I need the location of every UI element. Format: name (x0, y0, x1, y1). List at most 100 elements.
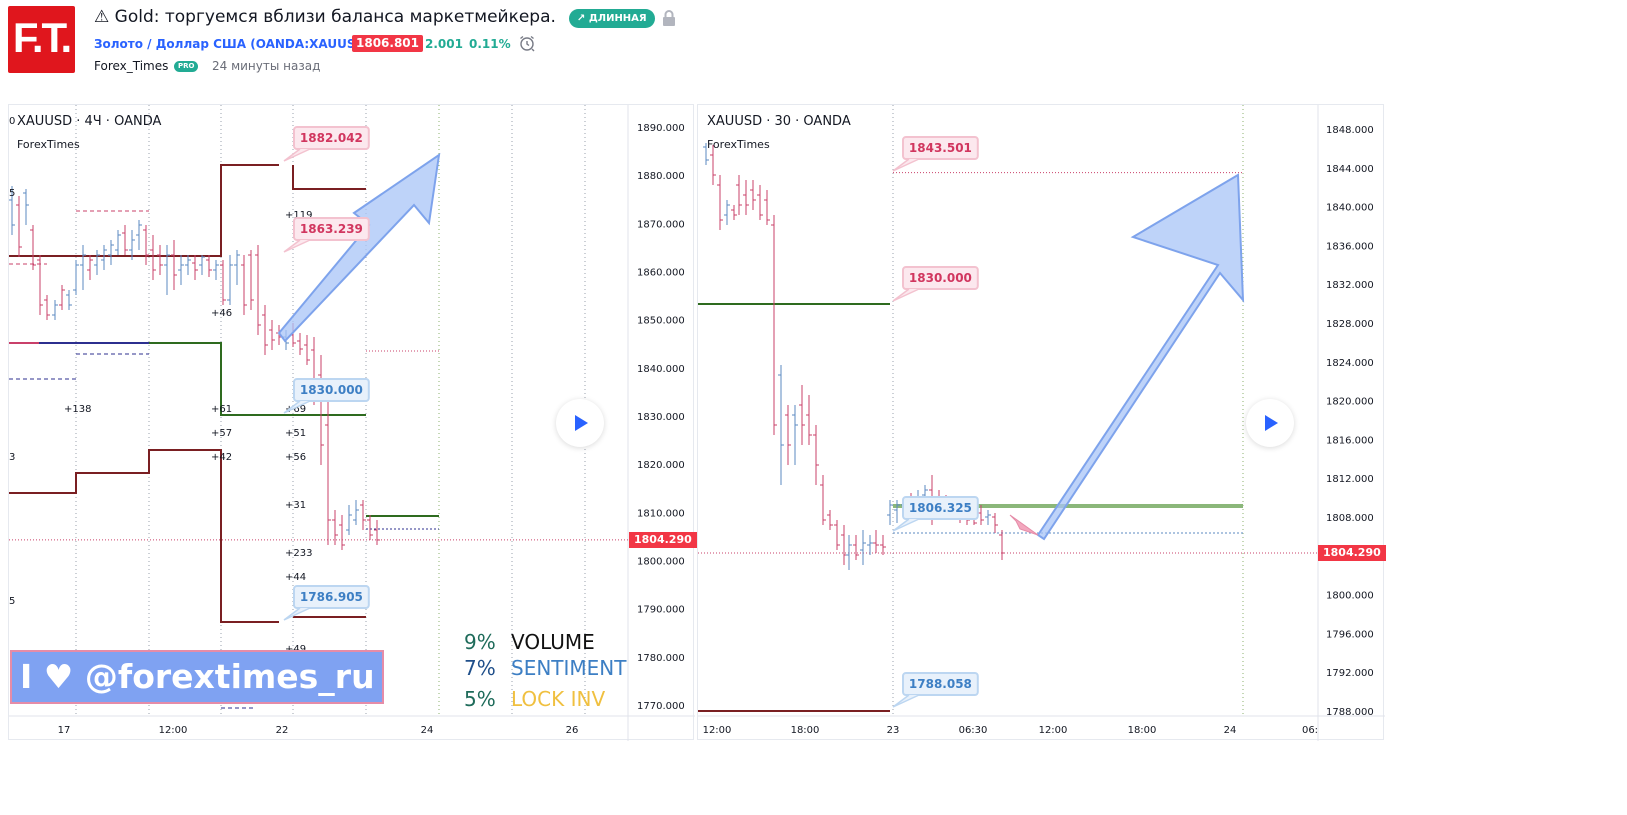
right-callout-1806-325: 1806.325 (892, 496, 979, 532)
svg-text:1843.501: 1843.501 (909, 141, 972, 155)
right-price-tick: 1800.000 (1326, 591, 1374, 602)
left-volume-label: +61 (211, 404, 232, 415)
author-name[interactable]: Forex_Times (94, 59, 169, 73)
left-callout-1830-000: 1830.000 (283, 378, 370, 414)
left-chart-pane[interactable]: 1890.000 1880.000 1870.000 1860.000 1850.000… (8, 104, 697, 741)
left-price-tick: 1880.000 (637, 171, 685, 182)
left-price-tick: 1790.000 (637, 605, 685, 616)
svg-text:1806.325: 1806.325 (909, 501, 972, 515)
left-time-tick: 22 (276, 725, 289, 736)
right-price-tick: 1848.000 (1326, 125, 1374, 136)
left-time-tick: 17 (58, 725, 71, 736)
stat-lock-inv-pct: 5% (464, 687, 496, 711)
right-price-tick: 1808.000 (1326, 513, 1374, 524)
right-callout-1830-000: 1830.000 (892, 266, 979, 302)
right-price-tick: 1836.000 (1326, 241, 1374, 252)
logo-text: F.T. (12, 14, 72, 61)
right-chart-canvas[interactable]: 1848.000 1844.000 1840.000 1836.000 1832.000… (698, 105, 1385, 741)
alarm-clock-icon[interactable] (518, 34, 536, 52)
right-price-tick: 1812.000 (1326, 474, 1374, 485)
left-time-tick: 26 (566, 725, 579, 736)
right-chart-title: XAUUSD · 30 · OANDA (707, 114, 851, 129)
price-change-absolute: 2.001 (425, 37, 463, 51)
left-chart-indicator: ForexTimes (17, 138, 80, 151)
left-price-tick: 1860.000 (637, 268, 685, 279)
right-price-tick: 1816.000 (1326, 435, 1374, 446)
right-time-tick: 06:30 (959, 725, 988, 736)
left-time-tick: 24 (421, 725, 434, 736)
left-partial-label: 3 (9, 452, 15, 463)
right-price-tick: 1788.000 (1326, 707, 1374, 718)
right-callout-1788-058: 1788.058 (892, 672, 979, 708)
svg-text:1830.000: 1830.000 (909, 271, 972, 285)
left-price-tick: 1820.000 (637, 460, 685, 471)
left-price-tick: 1780.000 (637, 653, 685, 664)
right-price-tick: 1844.000 (1326, 164, 1374, 175)
right-time-tick: 24 (1224, 725, 1237, 736)
left-partial-label: 0 (9, 116, 15, 127)
left-time-tick: 12:00 (159, 725, 188, 736)
left-volume-label: +138 (64, 404, 91, 415)
left-price-tick: 1890.000 (637, 123, 685, 134)
symbol-link[interactable]: Золото / Доллар США (OANDA:XAUUSD) (94, 37, 371, 51)
left-forecast-arrow (277, 152, 441, 343)
right-callout-1843-501: 1843.501 (892, 136, 979, 172)
right-chart-pane[interactable]: 1848.000 1844.000 1840.000 1836.000 1832.000… (697, 104, 1386, 741)
svg-text:1788.058: 1788.058 (909, 677, 972, 691)
left-volume-label: +56 (285, 452, 306, 463)
stat-lock-inv-name: LOCK INV (511, 687, 606, 711)
left-volume-label: +42 (211, 452, 232, 463)
left-volume-label: +233 (285, 548, 312, 559)
right-time-tick: 12:00 (1039, 725, 1068, 736)
left-callout-1882-042: 1882.042 (283, 126, 370, 162)
left-price-tick: 1870.000 (637, 219, 685, 230)
last-price-badge: 1806.801 (352, 35, 424, 52)
right-forecast-arrow (1036, 173, 1245, 541)
right-chart-indicator: ForexTimes (707, 138, 770, 151)
left-partial-label: 5 (9, 596, 15, 607)
left-chart-canvas[interactable]: 1890.000 1880.000 1870.000 1860.000 1850.000… (9, 105, 695, 741)
left-play-button[interactable] (556, 399, 604, 447)
right-price-tick: 1824.000 (1326, 358, 1374, 369)
right-current-price-tag: 1804.290 (1318, 545, 1386, 561)
left-level-upper (9, 164, 279, 257)
right-time-tick: 06: (1302, 725, 1318, 736)
price-change-percent: 0.11% (469, 37, 511, 51)
right-price-tick: 1796.000 (1326, 629, 1374, 640)
left-volume-label: +46 (211, 308, 232, 319)
svg-text:1882.042: 1882.042 (300, 131, 363, 145)
left-level-lower (9, 449, 279, 623)
stat-sentiment-pct: 7% (464, 656, 496, 680)
left-level-upper-2 (292, 165, 366, 190)
right-time-tick: 18:00 (791, 725, 820, 736)
right-time-tick: 23 (887, 725, 900, 736)
published-time: 24 минуты назад (212, 59, 321, 73)
left-volume-label: +57 (211, 428, 232, 439)
left-price-tick: 1850.000 (637, 316, 685, 327)
right-time-tick: 18:00 (1128, 725, 1157, 736)
left-volume-label: +119 (285, 210, 312, 221)
direction-badge-long: ↗ ДЛИННАЯ (569, 9, 655, 28)
left-level-green (149, 342, 366, 416)
svg-text:1830.000: 1830.000 (300, 383, 363, 397)
right-price-tick: 1828.000 (1326, 319, 1374, 330)
left-price-tick: 1800.000 (637, 557, 685, 568)
left-price-tick: 1840.000 (637, 364, 685, 375)
left-price-tick: 1830.000 (637, 412, 685, 423)
left-chart-title: XAUUSD · 4Ч · OANDA (17, 114, 162, 129)
stat-volume-pct: 9% (464, 630, 496, 654)
stat-sentiment-name: SENTIMENT (511, 656, 627, 680)
right-price-tick: 1840.000 (1326, 203, 1374, 214)
forextimes-banner: I ♥ @forextimes_ru (10, 650, 384, 704)
left-partial-label: 5 (9, 188, 15, 199)
right-play-button[interactable] (1246, 399, 1294, 447)
svg-text:1786.905: 1786.905 (300, 590, 363, 604)
forextimes-logo[interactable]: F.T. (8, 6, 75, 73)
right-time-tick: 12:00 (703, 725, 732, 736)
left-current-price-tag: 1804.290 (629, 532, 697, 548)
lock-icon (663, 10, 675, 26)
right-price-tick: 1820.000 (1326, 397, 1374, 408)
left-volume-label: +51 (285, 428, 306, 439)
left-volume-label: +69 (285, 404, 306, 415)
right-price-tick: 1792.000 (1326, 668, 1374, 679)
